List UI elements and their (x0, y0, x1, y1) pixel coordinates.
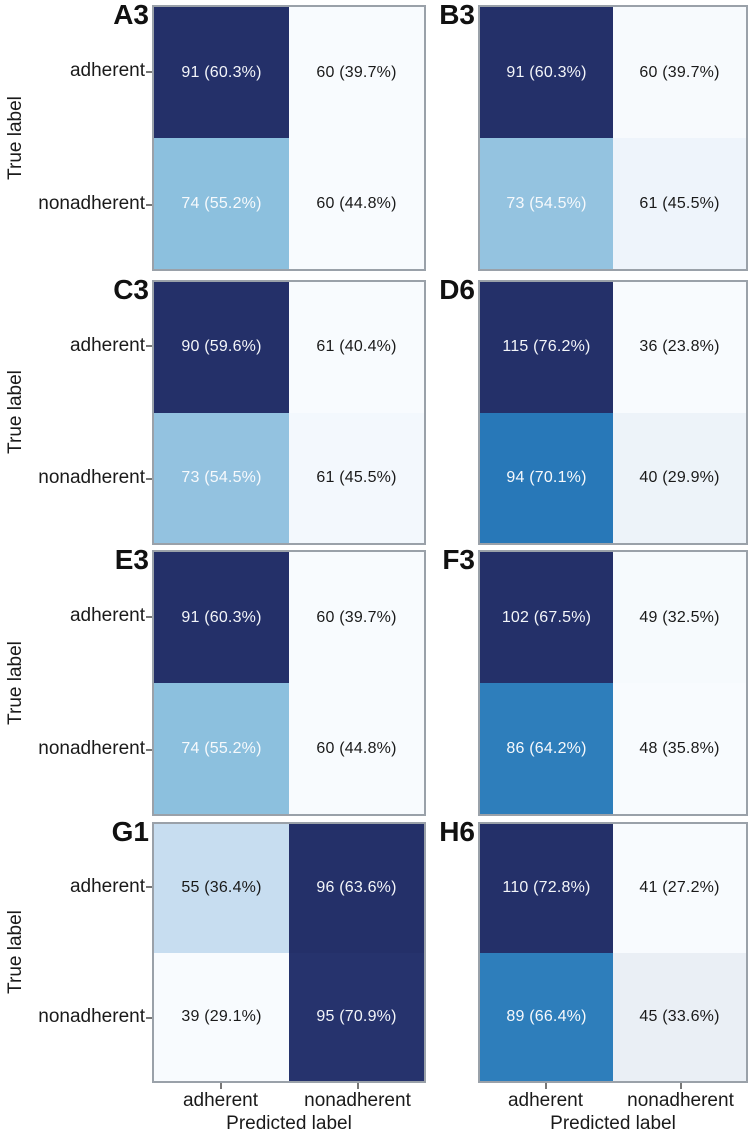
y-tick (146, 204, 152, 206)
panel-h6: H6 110 (72.8%) 41 (27.2%) 89 (66.4%) 45 … (439, 818, 748, 1083)
matrix-cell: 60 (39.7%) (289, 552, 424, 683)
confusion-matrix-g1: 55 (36.4%) 96 (63.6%) 39 (29.1%) 95 (70.… (152, 822, 426, 1083)
panel-b3-title: B3 (439, 0, 475, 30)
x-tick (220, 1083, 222, 1089)
y-tick (146, 616, 152, 618)
panel-a3-title: A3 (113, 0, 149, 30)
panel-c3: C3 90 (59.6%) 61 (40.4%) 73 (54.5%) 61 (… (113, 276, 426, 545)
x-axis-title: Predicted label (226, 1113, 352, 1134)
confusion-matrix-c3: 90 (59.6%) 61 (40.4%) 73 (54.5%) 61 (45.… (152, 280, 426, 545)
matrix-cell: 60 (44.8%) (289, 683, 424, 814)
panel-e3-title: E3 (114, 544, 149, 575)
matrix-cell: 95 (70.9%) (289, 952, 424, 1081)
y-tick (146, 886, 152, 888)
matrix-cell: 60 (39.7%) (613, 7, 746, 138)
y-axis-title: True label (5, 641, 26, 725)
panel-b3: B3 91 (60.3%) 60 (39.7%) 73 (54.5%) 61 (… (439, 1, 748, 271)
col-label-nonadherent: nonadherent (304, 1090, 411, 1111)
panel-d6-title: D6 (439, 274, 475, 305)
matrix-cell: 91 (60.3%) (154, 552, 289, 683)
row-label-adherent: adherent (69, 876, 145, 897)
row-label-nonadherent: nonadherent (38, 1006, 145, 1027)
matrix-cell: 91 (60.3%) (480, 7, 613, 138)
matrix-cell: 73 (54.5%) (480, 138, 613, 269)
matrix-cell: 110 (72.8%) (480, 824, 613, 953)
confusion-matrix-h6: 110 (72.8%) 41 (27.2%) 89 (66.4%) 45 (33… (478, 822, 748, 1083)
matrix-cell: 40 (29.9%) (613, 412, 746, 543)
matrix-cell: 91 (60.3%) (154, 7, 289, 138)
row-label-adherent: adherent (69, 605, 145, 626)
confusion-matrix-a3: 91 (60.3%) 60 (39.7%) 74 (55.2%) 60 (44.… (152, 5, 426, 271)
panel-g1: G1 55 (36.4%) 96 (63.6%) 39 (29.1%) 95 (… (112, 818, 426, 1083)
matrix-cell: 61 (45.5%) (613, 138, 746, 269)
matrix-cell: 89 (66.4%) (480, 952, 613, 1081)
panel-a3: A3 91 (60.3%) 60 (39.7%) 74 (55.2%) 60 (… (113, 1, 426, 271)
x-tick (545, 1083, 547, 1089)
matrix-cell: 41 (27.2%) (613, 824, 746, 953)
panel-f3-title: F3 (442, 544, 475, 575)
row-label-nonadherent: nonadherent (38, 738, 145, 759)
matrix-cell: 94 (70.1%) (480, 412, 613, 543)
x-tick (680, 1083, 682, 1089)
matrix-cell: 45 (33.6%) (613, 952, 746, 1081)
matrix-cell: 74 (55.2%) (154, 683, 289, 814)
confusion-matrix-d6: 115 (76.2%) 36 (23.8%) 94 (70.1%) 40 (29… (478, 280, 748, 545)
x-axis-title: Predicted label (550, 1113, 676, 1134)
row-label-nonadherent: nonadherent (38, 467, 145, 488)
matrix-cell: 60 (44.8%) (289, 138, 424, 269)
y-axis-title: True label (5, 910, 26, 994)
row-label-nonadherent: nonadherent (38, 193, 145, 214)
panel-d6: D6 115 (76.2%) 36 (23.8%) 94 (70.1%) 40 … (439, 276, 748, 545)
matrix-cell: 49 (32.5%) (613, 552, 746, 683)
matrix-cell: 61 (40.4%) (289, 282, 424, 413)
y-tick (146, 478, 152, 480)
row-label-adherent: adherent (69, 335, 145, 356)
panel-g1-title: G1 (111, 816, 149, 847)
matrix-cell: 115 (76.2%) (480, 282, 613, 413)
y-tick (146, 71, 152, 73)
y-axis-title: True label (5, 370, 26, 454)
confusion-matrix-e3: 91 (60.3%) 60 (39.7%) 74 (55.2%) 60 (44.… (152, 550, 426, 816)
col-label-adherent: adherent (182, 1090, 258, 1111)
matrix-cell: 102 (67.5%) (480, 552, 613, 683)
matrix-cell: 86 (64.2%) (480, 683, 613, 814)
col-label-adherent: adherent (507, 1090, 583, 1111)
matrix-cell: 60 (39.7%) (289, 7, 424, 138)
confusion-matrix-b3: 91 (60.3%) 60 (39.7%) 73 (54.5%) 61 (45.… (478, 5, 748, 271)
y-axis-title: True label (5, 96, 26, 180)
y-tick (146, 1017, 152, 1019)
matrix-cell: 73 (54.5%) (154, 412, 289, 543)
y-tick (146, 749, 152, 751)
matrix-cell: 90 (59.6%) (154, 282, 289, 413)
matrix-cell: 61 (45.5%) (289, 412, 424, 543)
panel-c3-title: C3 (113, 274, 149, 305)
matrix-cell: 96 (63.6%) (289, 824, 424, 953)
matrix-cell: 48 (35.8%) (613, 683, 746, 814)
confusion-matrix-f3: 102 (67.5%) 49 (32.5%) 86 (64.2%) 48 (35… (478, 550, 748, 816)
panel-f3: F3 102 (67.5%) 49 (32.5%) 86 (64.2%) 48 … (442, 546, 748, 816)
matrix-cell: 39 (29.1%) (154, 952, 289, 1081)
panel-h6-title: H6 (439, 816, 475, 847)
matrix-cell: 74 (55.2%) (154, 138, 289, 269)
col-label-nonadherent: nonadherent (627, 1090, 734, 1111)
panel-e3: E3 91 (60.3%) 60 (39.7%) 74 (55.2%) 60 (… (115, 546, 426, 816)
x-tick (357, 1083, 359, 1089)
matrix-cell: 36 (23.8%) (613, 282, 746, 413)
row-label-adherent: adherent (69, 60, 145, 81)
y-tick (146, 345, 152, 347)
matrix-cell: 55 (36.4%) (154, 824, 289, 953)
